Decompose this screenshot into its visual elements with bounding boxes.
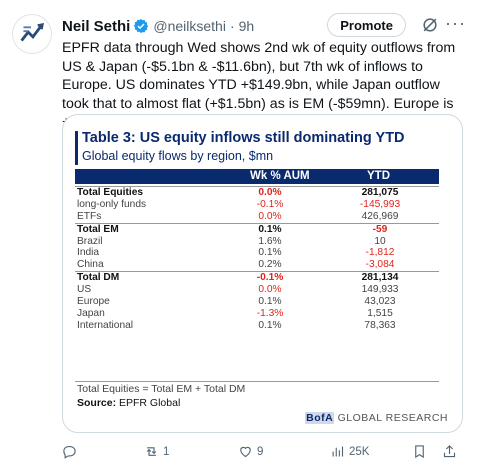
grok-icon[interactable] bbox=[420, 15, 440, 35]
table-bottom-rule bbox=[75, 381, 439, 382]
table-title: Table 3: US equity inflows still dominat… bbox=[82, 130, 405, 146]
row-ytd-value: 426,969 bbox=[361, 210, 399, 222]
row-wk-value: 0.0% bbox=[258, 284, 282, 296]
row-wk-value: 0.0% bbox=[258, 187, 282, 198]
table-header: Wk % AUM YTD bbox=[75, 169, 439, 184]
retweet-button[interactable]: 1 bbox=[144, 444, 169, 459]
source-value: EPFR Global bbox=[119, 397, 181, 409]
row-ytd-value: -145,993 bbox=[359, 198, 401, 210]
table-row: Europe 0.1% 43,023 bbox=[75, 296, 439, 308]
row-ytd-value: 149,933 bbox=[361, 284, 399, 296]
row-ytd-value: 10 bbox=[374, 235, 386, 247]
source-label: Source: bbox=[77, 397, 117, 409]
promote-button[interactable]: Promote bbox=[327, 13, 406, 37]
table-note: Total Equities = Total EM + Total DM bbox=[77, 383, 246, 395]
brand-watermark: BofA GLOBAL RESEARCH bbox=[305, 412, 448, 424]
avatar[interactable] bbox=[12, 14, 52, 54]
separator-dot: · bbox=[229, 18, 235, 34]
row-ytd-value: 78,363 bbox=[364, 319, 396, 331]
row-label: ETFs bbox=[77, 210, 102, 222]
row-ytd-value: -3,084 bbox=[365, 259, 395, 271]
row-wk-value: -0.1% bbox=[256, 272, 284, 284]
table-row: International 0.1% 78,363 bbox=[75, 320, 439, 332]
row-ytd-value: 281,134 bbox=[361, 272, 399, 284]
views-button[interactable]: 25K bbox=[330, 444, 369, 459]
table-row: India 0.1% -1,812 bbox=[75, 247, 439, 259]
table-row: US 0.0% 149,933 bbox=[75, 284, 439, 296]
action-bar: 1 9 25K bbox=[62, 444, 472, 460]
row-wk-value: 0.1% bbox=[258, 319, 282, 331]
like-count: 9 bbox=[257, 445, 264, 458]
row-label: US bbox=[77, 284, 92, 296]
row-wk-value: 1.6% bbox=[258, 235, 282, 247]
tweet-header: Neil Sethi @neilksethi · 9h Promote ··· bbox=[62, 13, 478, 37]
table-body: Total Equities 0.0% 281,075 long-only fund… bbox=[75, 186, 439, 332]
row-label: China bbox=[77, 259, 104, 271]
col-header-ytd: YTD bbox=[367, 170, 390, 182]
author-handle[interactable]: @neilksethi bbox=[153, 18, 226, 34]
row-wk-value: -1.3% bbox=[256, 307, 284, 319]
views-count: 25K bbox=[349, 445, 370, 458]
row-ytd-value: -1,812 bbox=[365, 247, 395, 259]
table-row: Brazil 1.6% 10 bbox=[75, 236, 439, 248]
media-card[interactable]: Table 3: US equity inflows still dominat… bbox=[62, 114, 463, 433]
brand-bofa: BofA bbox=[305, 412, 335, 424]
row-label: Europe bbox=[77, 296, 110, 308]
row-label: Total Equities bbox=[77, 187, 144, 198]
row-wk-value: 0.1% bbox=[258, 223, 282, 235]
post-time[interactable]: 9h bbox=[238, 18, 255, 34]
table-row: Total Equities 0.0% 281,075 bbox=[75, 186, 439, 199]
retweet-count: 1 bbox=[163, 445, 170, 458]
row-ytd-value: -59 bbox=[372, 223, 388, 235]
row-label: Japan bbox=[77, 307, 105, 319]
table-row: Japan -1.3% 1,515 bbox=[75, 308, 439, 320]
row-wk-value: -0.1% bbox=[256, 198, 284, 210]
author-name[interactable]: Neil Sethi bbox=[62, 17, 131, 35]
row-label: Total EM bbox=[77, 223, 119, 235]
views-icon bbox=[332, 446, 344, 457]
row-label: long-only funds bbox=[77, 198, 147, 210]
table-row: Total DM -0.1% 281,134 bbox=[75, 271, 439, 284]
more-options-icon[interactable]: ··· bbox=[445, 13, 466, 33]
table-row: Total EM 0.1% -59 bbox=[75, 222, 439, 236]
table-source: Source: EPFR Global bbox=[77, 397, 180, 409]
table-row: long-only funds -0.1% -145,993 bbox=[75, 199, 439, 211]
col-header-wk: Wk % AUM bbox=[250, 170, 310, 182]
row-label: Brazil bbox=[77, 235, 103, 247]
title-accent-bar bbox=[75, 131, 78, 165]
bookmark-icon bbox=[415, 445, 424, 459]
table-row: China 0.2% -3,084 bbox=[75, 259, 439, 271]
row-wk-value: 0.0% bbox=[258, 210, 282, 222]
verified-badge-icon bbox=[134, 19, 149, 33]
row-label: Total DM bbox=[77, 272, 120, 284]
reply-icon bbox=[63, 445, 76, 459]
table-subtitle: Global equity flows by region, $mn bbox=[82, 149, 274, 163]
avatar-logo-icon bbox=[15, 17, 49, 51]
brand-rest: GLOBAL RESEARCH bbox=[334, 412, 448, 424]
retweet-icon bbox=[146, 447, 157, 456]
row-ytd-value: 43,023 bbox=[364, 296, 396, 308]
row-label: International bbox=[77, 319, 134, 331]
row-wk-value: 0.1% bbox=[258, 296, 282, 308]
row-wk-value: 0.2% bbox=[258, 259, 282, 271]
share-button[interactable] bbox=[442, 444, 461, 459]
like-button[interactable]: 9 bbox=[238, 444, 263, 459]
reply-button[interactable] bbox=[62, 444, 81, 459]
heart-icon bbox=[240, 446, 251, 458]
row-ytd-value: 1,515 bbox=[367, 307, 393, 319]
row-label: India bbox=[77, 247, 100, 259]
row-wk-value: 0.1% bbox=[258, 247, 282, 259]
row-ytd-value: 281,075 bbox=[361, 187, 399, 198]
share-icon bbox=[443, 445, 456, 458]
table-row: ETFs 0.0% 426,969 bbox=[75, 211, 439, 223]
bookmark-button[interactable] bbox=[412, 444, 431, 459]
